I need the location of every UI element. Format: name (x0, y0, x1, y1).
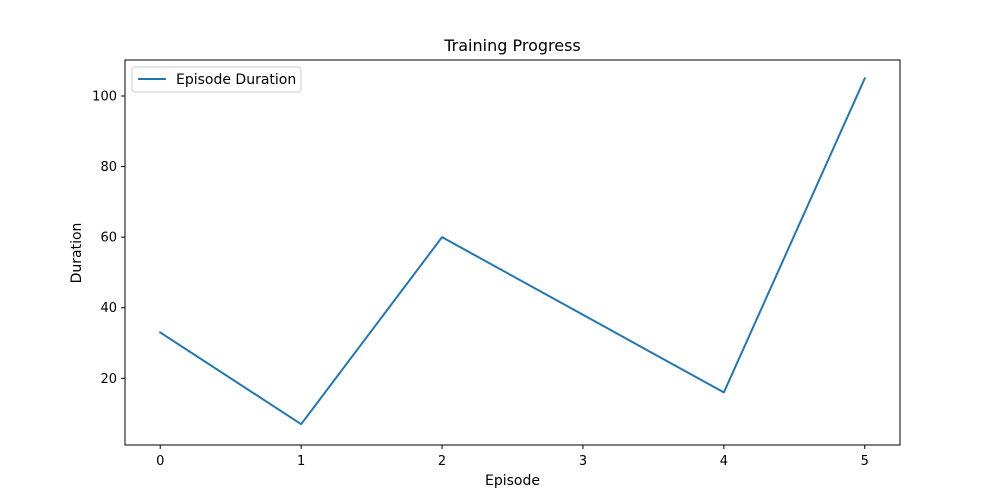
legend-box (131, 66, 302, 93)
y-tick-label: 40 (100, 301, 117, 316)
x-tick-label: 3 (579, 454, 587, 469)
y-tick-label: 100 (92, 89, 117, 104)
y-axis-ticks: 20 40 60 80 100 (92, 89, 125, 387)
series-line (158, 77, 867, 426)
y-tick-label: 60 (100, 231, 117, 246)
x-tick-label: 2 (438, 454, 446, 469)
y-axis-label: Duration (69, 223, 85, 284)
x-tick-label: 1 (297, 454, 305, 469)
series-layer (158, 77, 867, 426)
plot-frame (124, 59, 901, 446)
legend-label: Episode Duration (176, 72, 296, 88)
legend: Episode Duration (131, 66, 302, 93)
x-tick-label: 5 (861, 454, 869, 469)
y-tick-label: 80 (100, 160, 117, 175)
x-axis-label: Episode (485, 473, 540, 489)
x-tick-label: 4 (720, 454, 728, 469)
y-tick-label: 20 (100, 372, 117, 387)
x-tick-label: 0 (156, 454, 164, 469)
chart-title: Training Progress (443, 36, 581, 55)
x-axis-ticks: 0 1 2 3 4 5 (156, 445, 869, 469)
